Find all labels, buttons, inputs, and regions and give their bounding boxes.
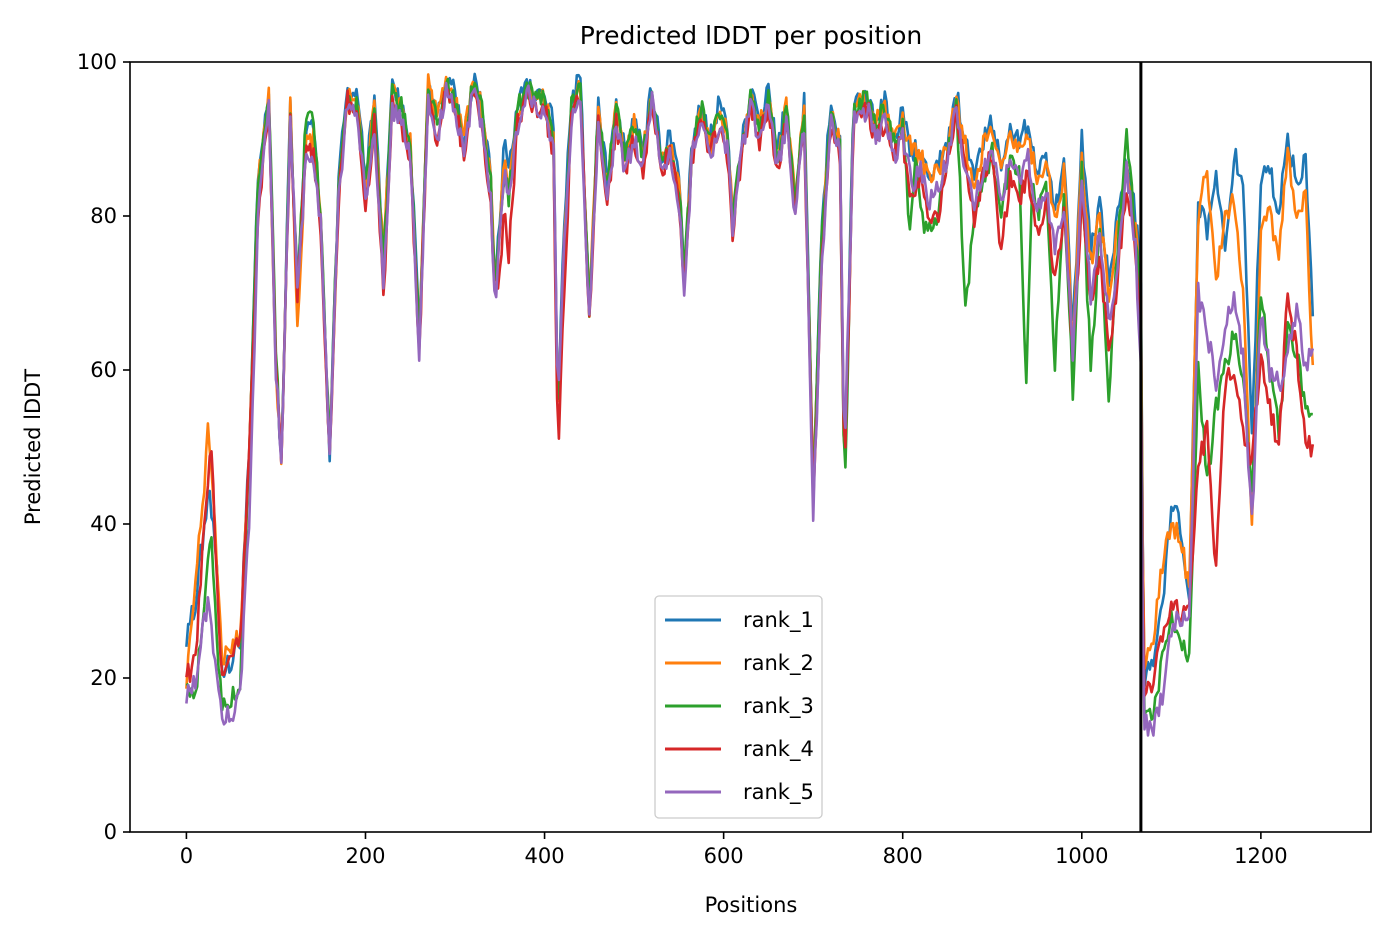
- series-line-rank_5: [185, 81, 1315, 737]
- legend: rank_1 rank_2 rank_3 rank_4 rank_5: [654, 595, 823, 819]
- y-axis: 0 20 40 60 80 100: [77, 50, 130, 844]
- chart-title: Predicted lDDT per position: [580, 21, 922, 50]
- legend-label: rank_3: [743, 694, 814, 719]
- x-tick-label: 0: [180, 844, 193, 868]
- x-axis: 0 200 400 600 800 1000 1200: [180, 832, 1288, 868]
- legend-label: rank_4: [743, 737, 814, 762]
- x-tick-label: 400: [525, 844, 565, 868]
- legend-frame: [654, 595, 823, 819]
- x-tick-label: 800: [883, 844, 923, 868]
- legend-label: rank_2: [743, 651, 814, 676]
- y-tick-label: 80: [90, 204, 117, 228]
- y-tick-label: 20: [90, 666, 117, 690]
- x-tick-label: 600: [704, 844, 744, 868]
- x-tick-label: 1000: [1055, 844, 1108, 868]
- y-tick-label: 0: [104, 820, 117, 844]
- x-tick-label: 200: [345, 844, 385, 868]
- y-tick-label: 40: [90, 512, 117, 536]
- x-tick-label: 1200: [1234, 844, 1287, 868]
- y-tick-label: 60: [90, 358, 117, 382]
- y-tick-label: 100: [77, 50, 117, 74]
- legend-label: rank_1: [743, 608, 814, 633]
- plot-lines: [185, 72, 1315, 737]
- legend-label: rank_5: [743, 780, 814, 805]
- y-axis-title: Predicted lDDT: [21, 369, 45, 525]
- x-axis-title: Positions: [705, 893, 798, 917]
- plot-frame: [129, 61, 1372, 833]
